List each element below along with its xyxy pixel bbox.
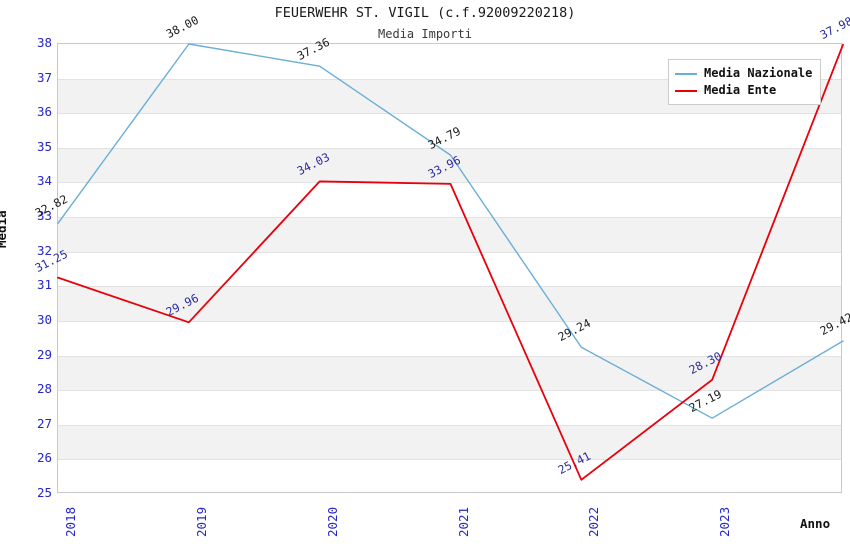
legend-item-media-ente[interactable]: Media Ente [675, 82, 812, 99]
plot-area [57, 43, 844, 493]
x-axis-tick-label: 2019 [193, 506, 209, 537]
plot-background-bands [58, 44, 841, 492]
grid-band [58, 424, 841, 460]
legend-label-media-nazionale: Media Nazionale [704, 66, 813, 80]
y-axis-tick-label: 25 [36, 485, 52, 500]
gridline [58, 147, 841, 149]
x-axis-tick-label: 2021 [455, 506, 471, 537]
gridline [58, 182, 841, 184]
gridline [58, 355, 841, 357]
y-axis-tick-label: 30 [36, 311, 52, 327]
y-axis-tick-label: 35 [36, 138, 52, 154]
gridline [58, 390, 841, 392]
y-axis-tick-label: 33 [36, 208, 52, 224]
x-axis-tick-label: 2018 [63, 506, 78, 537]
y-axis-tick-label: 29 [36, 346, 52, 362]
legend-swatch-media-ente [675, 89, 697, 92]
gridline [58, 459, 841, 461]
y-axis-tick-label: 38 [36, 35, 52, 50]
gridline [58, 286, 841, 288]
legend-label-media-ente: Media Ente [704, 83, 777, 97]
y-axis-tick-label: 27 [36, 415, 52, 431]
y-axis-tick-label: 28 [36, 381, 52, 397]
grid-band [58, 217, 841, 252]
y-axis-tick-label: 32 [36, 242, 52, 258]
gridline [58, 217, 841, 219]
legend-swatch-media-nazionale [675, 72, 697, 75]
chart-legend: Media Nazionale Media Ente [668, 59, 822, 105]
x-axis-tick-label: 2022 [586, 506, 602, 537]
legend-item-media-nazionale[interactable]: Media Nazionale [675, 65, 812, 82]
gridline [58, 424, 841, 426]
gridline [58, 251, 841, 253]
x-axis-label: Anno [800, 516, 831, 531]
y-axis-tick-label: 36 [36, 104, 52, 120]
x-axis-tick-label: 2023 [717, 506, 733, 537]
gridline [58, 320, 841, 322]
y-axis-tick-label: 37 [36, 69, 52, 85]
chart-title: FEUERWEHR ST. VIGIL (c.f.92009220218) [274, 5, 576, 21]
chart-subtitle: Media Importi [378, 27, 472, 41]
y-axis-tick-label: 26 [36, 450, 52, 466]
gridline [58, 113, 841, 115]
y-axis-tick-label: 31 [36, 277, 52, 293]
y-axis-tick-label: 34 [36, 173, 52, 189]
x-axis-tick-label: 2020 [324, 506, 340, 537]
